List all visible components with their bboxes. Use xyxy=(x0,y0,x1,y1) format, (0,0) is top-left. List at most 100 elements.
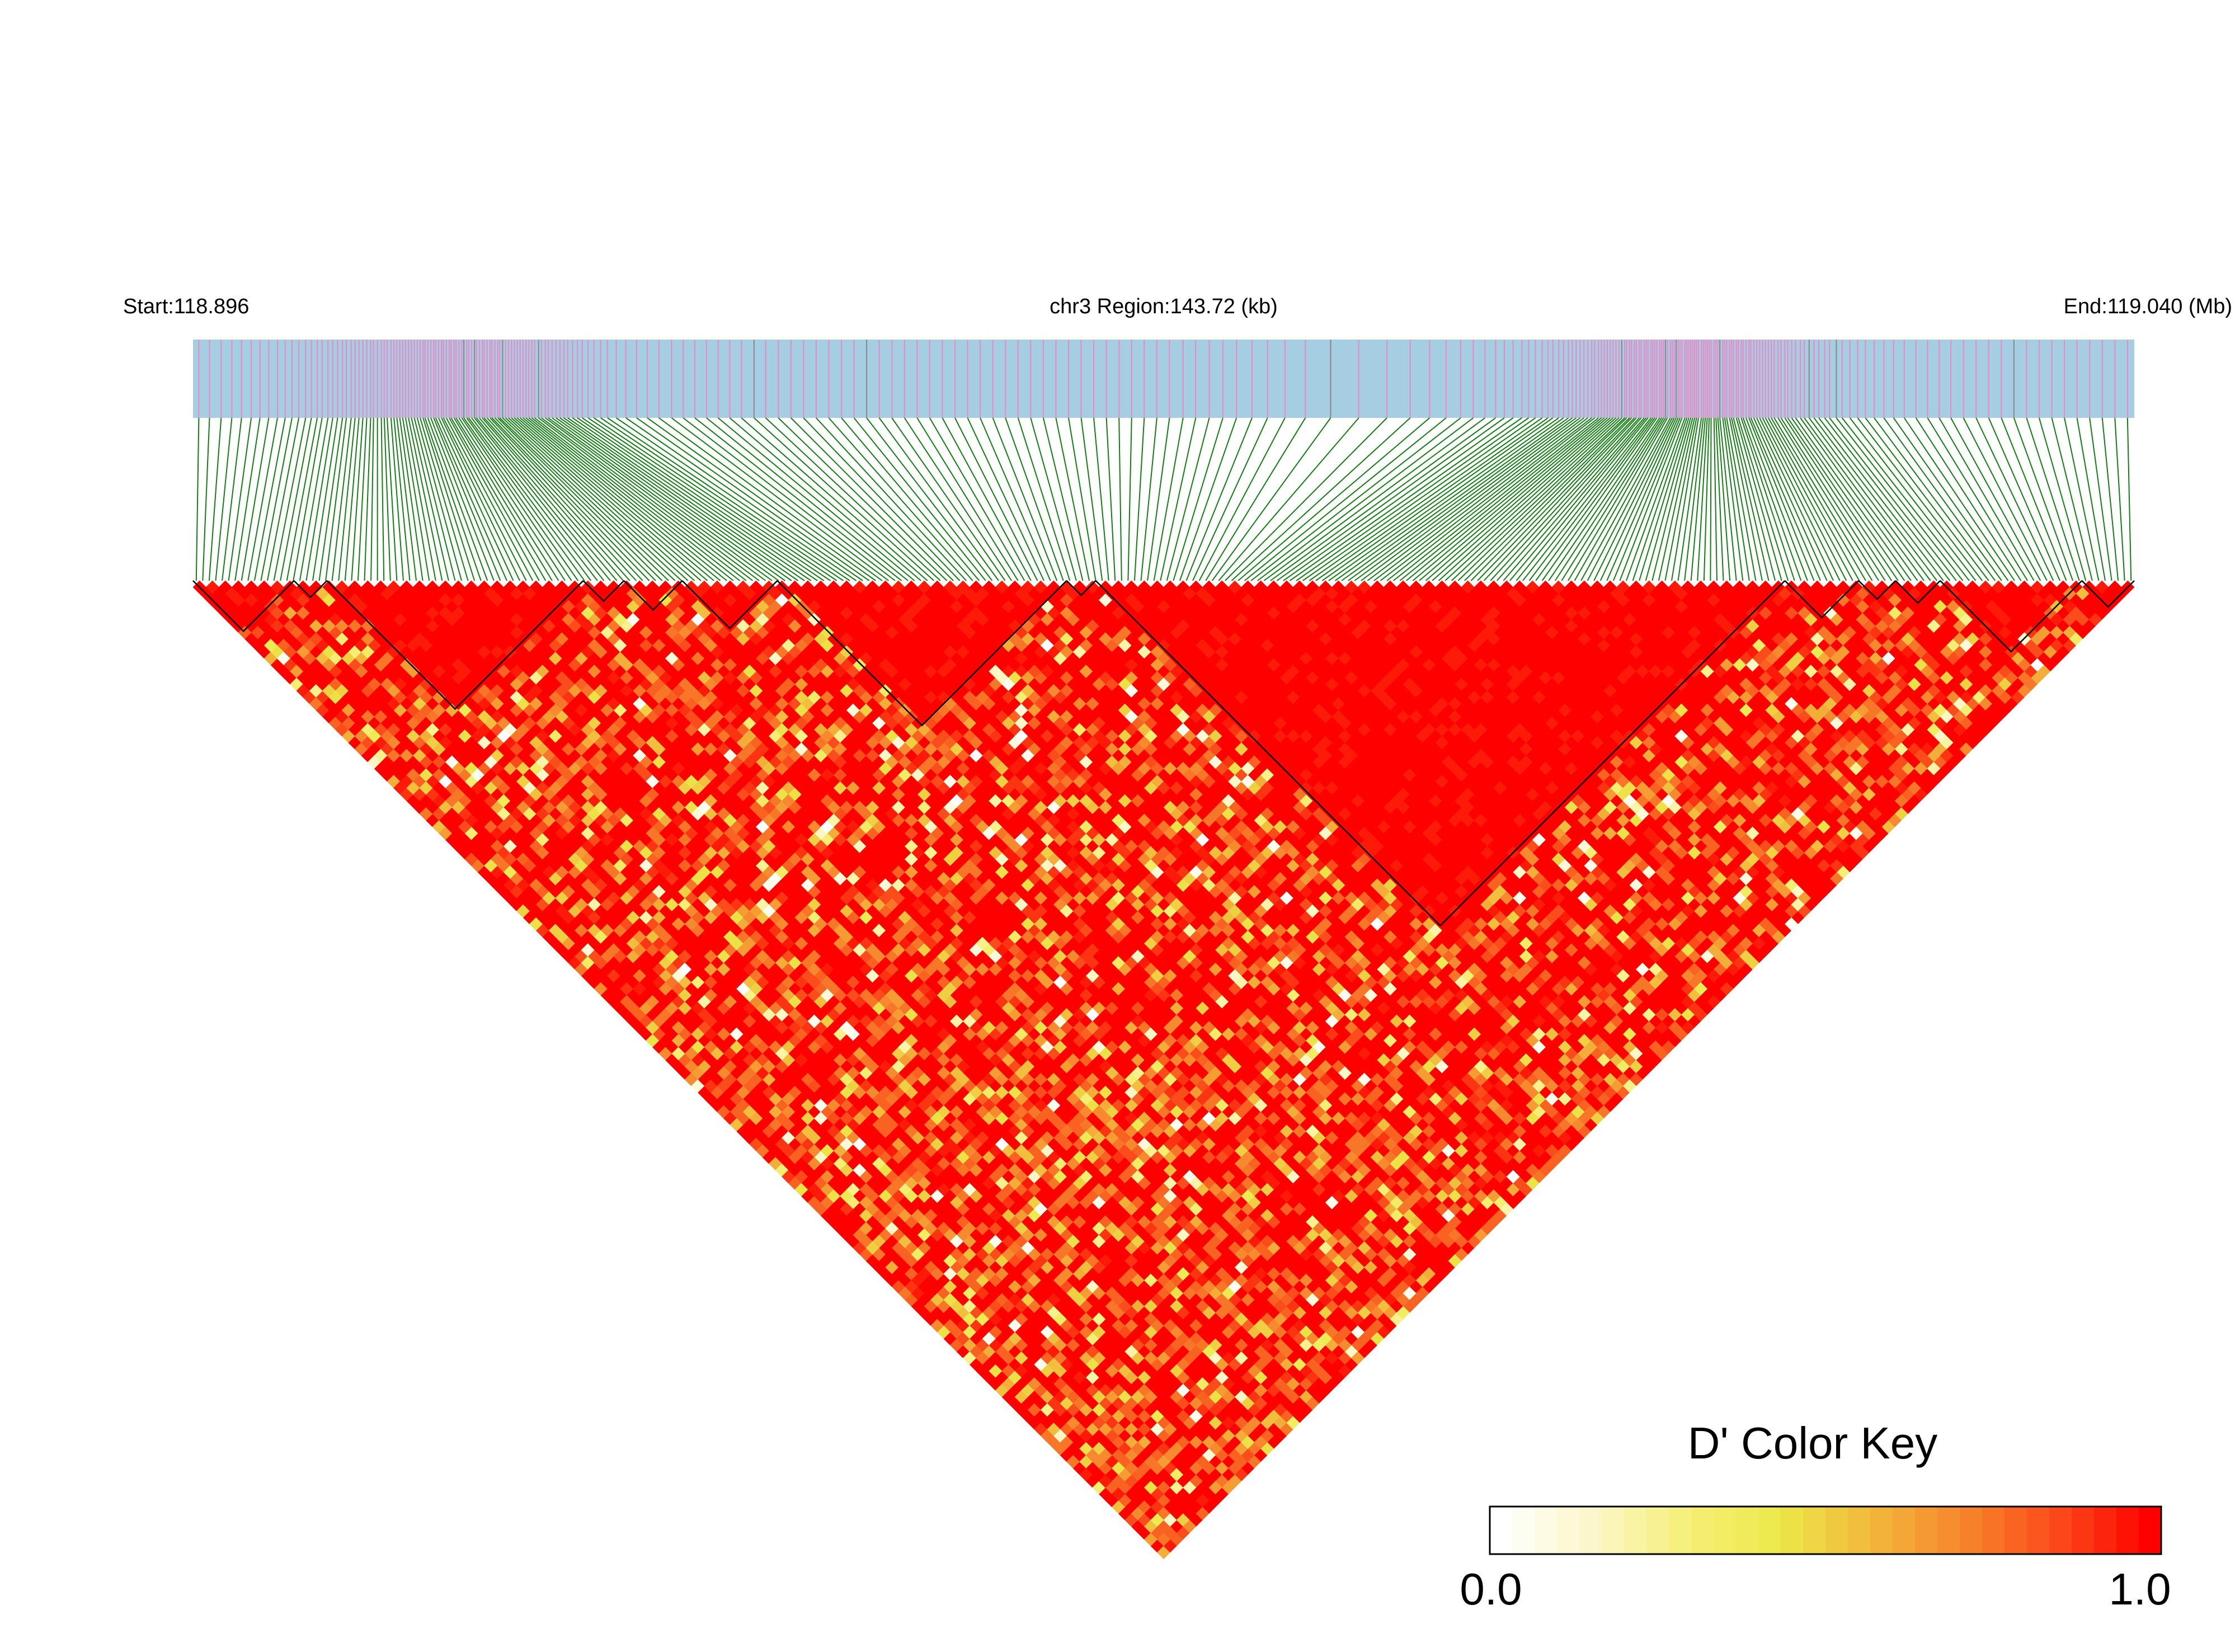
snp-connector-line xyxy=(411,417,449,581)
snp-connector-line xyxy=(1541,417,1658,581)
snp-connector-line xyxy=(215,417,233,581)
snp-connector-line xyxy=(1684,417,1704,581)
snp-connector-line xyxy=(878,417,999,581)
snp-connector-line xyxy=(1777,417,1879,581)
snp-connector-line xyxy=(1768,417,1860,581)
snp-connector-line xyxy=(458,417,566,581)
snp-connector-line xyxy=(1173,417,1224,581)
snp-connector-line xyxy=(1341,417,1569,581)
ld-block-outline xyxy=(582,580,625,603)
color-key-swatch xyxy=(1848,1507,1871,1554)
snp-connector-line xyxy=(1548,417,1660,581)
snp-connector-line xyxy=(1795,417,1912,581)
snp-connector-line xyxy=(1818,417,1944,581)
snp-connector-line xyxy=(2101,417,2119,581)
snp-connector-line xyxy=(312,417,338,581)
snp-connector-line xyxy=(559,417,792,581)
snp-connector-line xyxy=(453,417,553,581)
snp-connector-line xyxy=(380,417,385,581)
snp-connector-line xyxy=(1451,417,1625,581)
ld-block-outline xyxy=(681,580,778,629)
snp-connector-line xyxy=(1651,417,1693,581)
snp-connector-line xyxy=(1824,417,1951,581)
snp-connector-line xyxy=(1205,417,1306,581)
snp-connector-line xyxy=(273,417,307,581)
snp-connector-line xyxy=(479,417,618,581)
snp-connector-line xyxy=(607,417,850,581)
snp-connector-line xyxy=(1677,417,1702,581)
color-key-swatch xyxy=(2094,1507,2117,1554)
snp-connector-line xyxy=(1874,417,1996,581)
snp-connector-line xyxy=(305,417,333,581)
snp-connector-line xyxy=(1373,417,1588,581)
snp-connector-line xyxy=(765,417,941,581)
snp-connector-line xyxy=(468,417,592,581)
color-key-swatch xyxy=(1669,1507,1692,1554)
snp-connector-line xyxy=(318,417,344,581)
snp-connector-line xyxy=(1580,417,1671,581)
snp-connector-line xyxy=(1927,417,2029,581)
snp-connector-line xyxy=(1425,417,1613,581)
snp-connector-line xyxy=(791,417,954,581)
snp-connector-line xyxy=(1127,417,1132,581)
snp-connector-line xyxy=(1745,417,1808,581)
color-key-swatch xyxy=(2005,1507,2027,1554)
snp-connector-line xyxy=(486,417,637,581)
snp-connector-line xyxy=(461,417,572,581)
snp-connector-line xyxy=(1211,417,1331,581)
snp-connector-line xyxy=(416,417,462,581)
snp-connector-line xyxy=(1399,417,1602,581)
snp-connector-line xyxy=(2114,417,2125,581)
snp-connector-line xyxy=(253,417,286,581)
snp-connector-line xyxy=(563,417,799,581)
snp-connector-line xyxy=(1483,417,1637,581)
snp-connector-line xyxy=(364,417,371,581)
snp-connector-line xyxy=(1787,417,1899,581)
snp-connector-line xyxy=(450,417,547,581)
snp-connector-line xyxy=(1309,417,1543,581)
snp-connector-line xyxy=(1509,417,1647,581)
snp-connector-line xyxy=(572,417,812,581)
color-key-title: D' Color Key xyxy=(1688,1418,1938,1468)
color-key: D' Color Key 0.0 1.0 xyxy=(1460,1418,2171,1614)
snp-connector-line xyxy=(2001,417,2067,581)
snp-connector-line xyxy=(383,417,391,581)
snp-connector-line xyxy=(497,417,663,581)
snp-connector-line xyxy=(1516,417,1649,581)
snp-connector-line xyxy=(1753,417,1828,581)
snp-connector-line xyxy=(816,417,967,581)
color-key-swatch xyxy=(1825,1507,1848,1554)
snp-connector-line xyxy=(1722,417,1744,581)
snp-connector-line xyxy=(541,417,760,581)
snp-connector-line xyxy=(280,417,312,581)
color-key-gradient xyxy=(1490,1507,2162,1554)
snp-connector-line xyxy=(430,417,495,581)
snp-connector-line xyxy=(1893,417,2009,581)
snp-connector-line xyxy=(1865,417,1989,581)
snp-connector-line xyxy=(1713,417,1718,581)
snp-connector-line xyxy=(1457,417,1627,581)
color-key-swatch xyxy=(1602,1507,1625,1554)
snp-connector-line xyxy=(396,417,417,581)
snp-connector-line xyxy=(331,417,352,581)
snp-connector-line xyxy=(443,417,527,581)
snp-connector-line xyxy=(520,417,714,581)
snp-connector-line xyxy=(694,417,902,581)
snp-connector-line xyxy=(1554,417,1662,581)
snp-connector-line xyxy=(1030,417,1077,581)
snp-connector-line xyxy=(2089,417,2112,581)
snp-connector-line xyxy=(1857,417,1983,581)
snp-connector-line xyxy=(754,417,935,581)
snp-connector-line xyxy=(1185,417,1253,581)
snp-connector-line xyxy=(1179,417,1238,581)
snp-connector-line xyxy=(325,417,347,581)
snp-connector-line xyxy=(1361,417,1580,581)
snp-connector-line xyxy=(1715,417,1724,581)
snp-connector-line xyxy=(2051,417,2093,581)
ld-block-outline xyxy=(1095,580,1786,927)
snp-connector-lines xyxy=(195,417,2132,581)
snp-connector-line xyxy=(1321,417,1554,581)
snp-ticks xyxy=(198,340,2128,418)
snp-connector-line xyxy=(1005,417,1064,581)
